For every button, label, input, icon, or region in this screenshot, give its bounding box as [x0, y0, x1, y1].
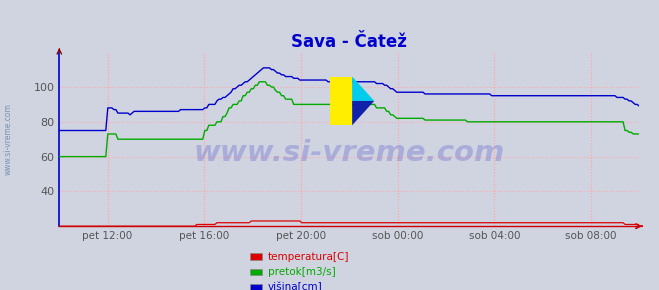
Title: Sava - Čatež: Sava - Čatež [291, 33, 407, 51]
Text: pretok[m3/s]: pretok[m3/s] [268, 267, 335, 277]
Text: temperatura[C]: temperatura[C] [268, 252, 349, 262]
Polygon shape [352, 101, 374, 125]
Bar [330, 77, 352, 125]
Text: višina[cm]: višina[cm] [268, 282, 322, 290]
Polygon shape [352, 77, 374, 101]
Text: www.si-vreme.com: www.si-vreme.com [194, 139, 505, 167]
Text: www.si-vreme.com: www.si-vreme.com [4, 103, 13, 175]
